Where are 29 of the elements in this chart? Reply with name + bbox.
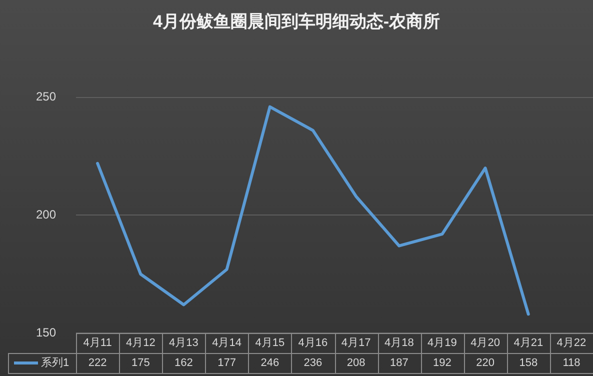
x-tick-label: 4月14 [212, 337, 242, 350]
y-tick-label: 150 [36, 325, 56, 340]
data-label: 222 [88, 357, 107, 370]
x-tick-label: 4月17 [341, 337, 371, 350]
x-tick-label: 4月18 [384, 337, 414, 350]
data-label: 158 [519, 357, 538, 370]
legend-label: 系列1 [41, 356, 70, 370]
data-label: 187 [390, 357, 408, 370]
data-label: 162 [174, 357, 193, 370]
x-tick-label: 4月13 [169, 337, 198, 350]
y-tick-label: 250 [36, 90, 56, 104]
data-label: 192 [433, 357, 452, 370]
x-tick-label: 4月20 [470, 337, 500, 350]
x-tick-label: 4月11 [83, 337, 112, 350]
data-label: 236 [304, 357, 322, 370]
data-label: 177 [218, 357, 236, 370]
data-label: 175 [131, 357, 150, 370]
data-label: 220 [476, 357, 494, 370]
x-tick-label: 4月12 [126, 337, 156, 350]
x-tick-label: 4月15 [255, 337, 285, 350]
x-tick-label: 4月21 [514, 337, 544, 350]
chart-title: 4月份鲅鱼圈晨间到车明细动态-农商所 [152, 12, 440, 31]
x-tick-label: 4月22 [556, 337, 586, 350]
text: 118 [562, 357, 580, 370]
data-label: 208 [346, 357, 366, 370]
x-tick-label: 4月19 [428, 337, 457, 350]
data-label: 246 [260, 357, 280, 370]
x-tick-label: 4月16 [298, 337, 328, 350]
y-tick-label: 200 [36, 208, 56, 222]
